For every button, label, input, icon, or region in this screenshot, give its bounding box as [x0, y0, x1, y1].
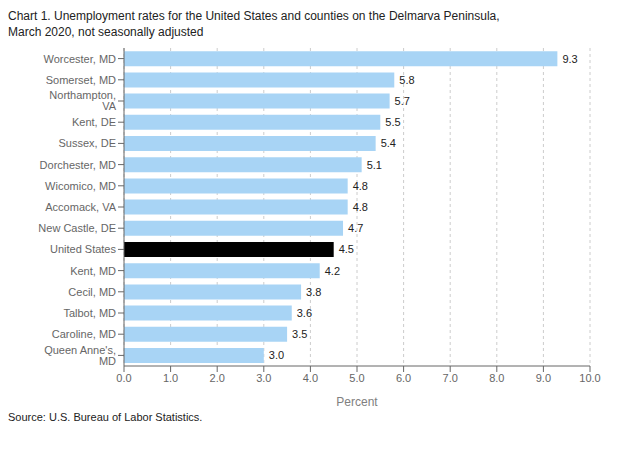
svg-text:Kent, MD: Kent, MD: [70, 265, 116, 277]
svg-text:Sussex, DE: Sussex, DE: [59, 137, 116, 149]
svg-text:Somerset, MD: Somerset, MD: [46, 74, 116, 86]
svg-text:Wicomico, MD: Wicomico, MD: [45, 180, 116, 192]
svg-text:4.8: 4.8: [353, 180, 368, 192]
svg-text:5.5: 5.5: [385, 116, 400, 128]
svg-text:8.0: 8.0: [489, 372, 504, 384]
svg-text:2.0: 2.0: [210, 372, 225, 384]
svg-text:5.0: 5.0: [349, 372, 364, 384]
svg-text:3.6: 3.6: [297, 307, 312, 319]
svg-text:5.7: 5.7: [395, 95, 410, 107]
svg-text:Cecil, MD: Cecil, MD: [68, 286, 116, 298]
svg-text:3.5: 3.5: [292, 328, 307, 340]
svg-text:Talbot, MD: Talbot, MD: [63, 307, 116, 319]
html-text:Chart 1. Unemployment rates fo: Chart 1. Unemployment rates for the Unit…: [8, 9, 500, 23]
svg-text:Worcester, MD: Worcester, MD: [43, 53, 116, 65]
svg-text:9.0: 9.0: [536, 372, 551, 384]
svg-text:4.0: 4.0: [303, 372, 318, 384]
svg-text:5.8: 5.8: [399, 74, 414, 86]
html-text:Source: U.S. Bureau of Labor S: Source: U.S. Bureau of Labor Statistics.: [8, 411, 203, 423]
svg-text:Northampton,VA: Northampton,VA: [49, 89, 116, 112]
svg-text:4.2: 4.2: [325, 265, 340, 277]
svg-text:Kent, DE: Kent, DE: [72, 116, 116, 128]
svg-text:5.4: 5.4: [381, 137, 396, 149]
svg-text:New Castle, DE: New Castle, DE: [38, 222, 116, 234]
svg-text:9.3: 9.3: [562, 53, 577, 65]
svg-text:1.0: 1.0: [163, 372, 178, 384]
svg-text:3.8: 3.8: [306, 286, 321, 298]
svg-text:3.0: 3.0: [256, 372, 271, 384]
svg-text:6.0: 6.0: [396, 372, 411, 384]
svg-text:Percent: Percent: [336, 395, 378, 409]
svg-text:3.0: 3.0: [269, 349, 284, 361]
svg-text:7.0: 7.0: [443, 372, 458, 384]
svg-text:5.1: 5.1: [367, 159, 382, 171]
svg-text:0.0: 0.0: [116, 372, 131, 384]
svg-text:4.7: 4.7: [348, 222, 363, 234]
svg-text:Dorchester, MD: Dorchester, MD: [40, 159, 116, 171]
svg-text:Caroline, MD: Caroline, MD: [52, 328, 116, 340]
html-text:March 2020, not seasonally adj: March 2020, not seasonally adjusted: [8, 25, 204, 39]
svg-text:United States: United States: [50, 243, 117, 255]
svg-text:10.0: 10.0: [579, 372, 600, 384]
svg-text:Accomack, VA: Accomack, VA: [45, 201, 116, 213]
svg-text:Queen Anne's,MD: Queen Anne's,MD: [44, 344, 116, 367]
svg-text:4.5: 4.5: [339, 243, 354, 255]
svg-text:4.8: 4.8: [353, 201, 368, 213]
